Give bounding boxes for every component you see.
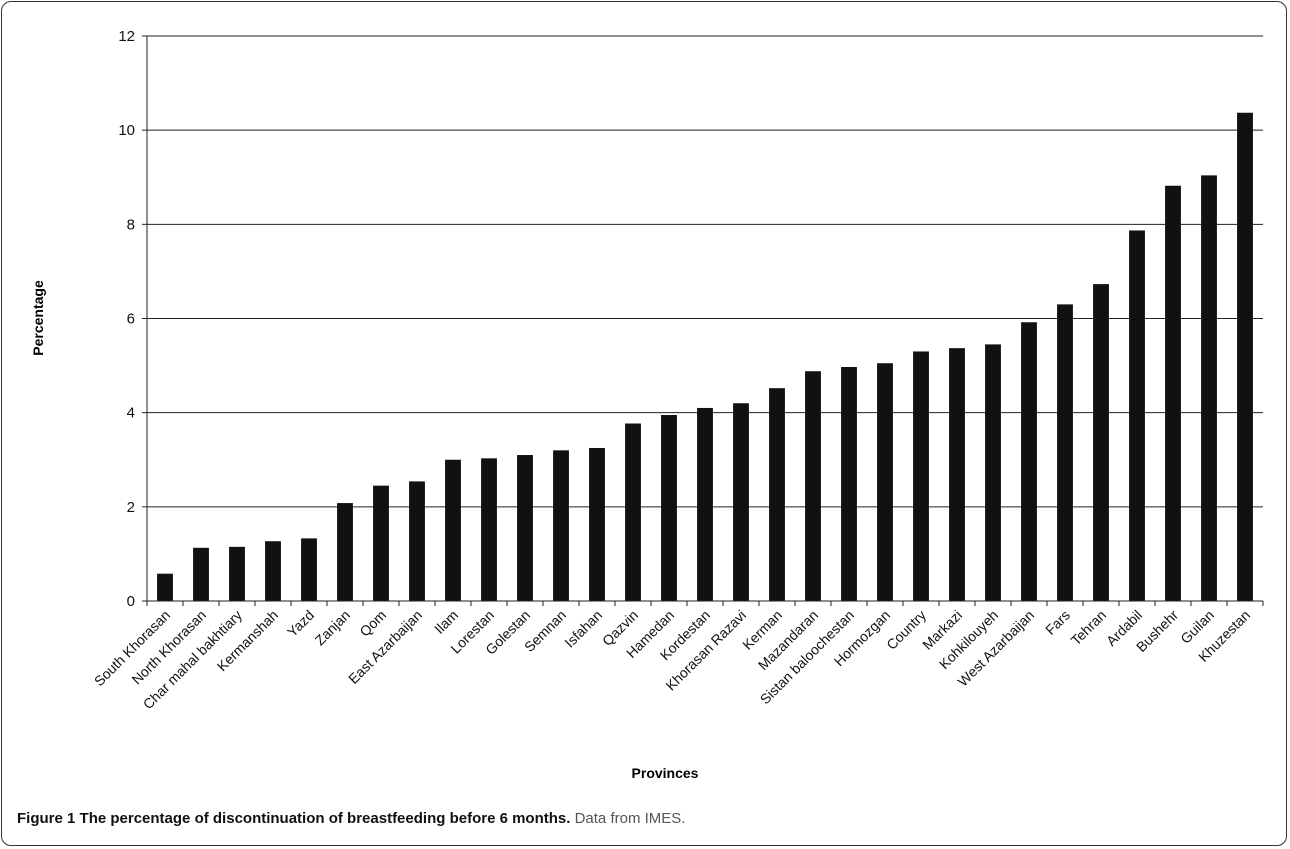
bar-guilan <box>1201 175 1217 601</box>
bar-zanjan <box>337 503 353 601</box>
bar-bushehr <box>1165 185 1181 601</box>
bar-hamedan <box>661 415 677 601</box>
bar-isfahan <box>589 447 605 601</box>
y-tick-label: 10 <box>118 122 135 139</box>
bar-qazvin <box>625 423 641 601</box>
figure-title: The percentage of discontinuation of bre… <box>79 810 571 827</box>
y-tick-label: 4 <box>127 405 135 422</box>
y-tick-labels: 0 2 4 6 8 10 12 <box>118 28 147 610</box>
bar-country <box>913 351 929 601</box>
bar-qom <box>373 485 389 601</box>
y-tick-label: 6 <box>127 311 135 328</box>
bar-south-khorasan <box>157 573 173 601</box>
bar-kermanshah <box>265 541 281 601</box>
bar-east-azarbaijan <box>409 481 425 601</box>
x-tick-label: Ilam <box>431 607 461 637</box>
bar-mazandaran <box>805 371 821 601</box>
figure-source: Data from IMES. <box>574 810 686 827</box>
y-tick-label: 12 <box>118 28 135 45</box>
bar-kordestan <box>697 407 713 601</box>
x-tick-label: Isfahan <box>561 607 605 651</box>
bar-markazi <box>949 348 965 601</box>
bar-kohkilouyeh <box>985 344 1001 601</box>
bar-char-mahal-bakhtiary <box>229 546 245 601</box>
y-tick-label: 0 <box>127 593 135 610</box>
bar-sistan-baloochestan <box>841 366 857 601</box>
bar-west-azarbaijan <box>1021 322 1037 601</box>
bar-kerman <box>769 388 785 601</box>
bar-yazd <box>301 538 317 601</box>
bar-ilam <box>445 459 461 601</box>
gridlines <box>147 35 1263 508</box>
bar-khorasan-razavi <box>733 403 749 601</box>
figure-label: Figure 1 <box>17 810 76 827</box>
y-axis-label: Percentage <box>30 280 46 356</box>
bar-khuzestan <box>1237 112 1253 601</box>
bar-golestan <box>517 455 533 601</box>
bar-lorestan <box>481 458 497 601</box>
x-tick-label: Zanjan <box>312 607 354 649</box>
y-tick-label: 2 <box>127 499 135 516</box>
bar-semnan <box>553 450 569 601</box>
x-tick-label: Yazd <box>284 607 317 640</box>
bar-ardabil <box>1129 230 1145 601</box>
bar-north-khorasan <box>193 547 209 601</box>
x-axis-label: Provinces <box>632 765 699 781</box>
bar-tehran <box>1093 284 1109 601</box>
bar-fars <box>1057 304 1073 601</box>
x-tick-label: Qom <box>356 607 389 640</box>
figure-caption: Figure 1 The percentage of discontinuati… <box>17 810 685 827</box>
x-tick-label: Tehran <box>1068 607 1110 649</box>
y-tick-label: 8 <box>127 216 135 233</box>
bar-hormozgan <box>877 363 893 601</box>
x-tick-label: Fars <box>1042 607 1073 638</box>
bars <box>157 112 1253 601</box>
